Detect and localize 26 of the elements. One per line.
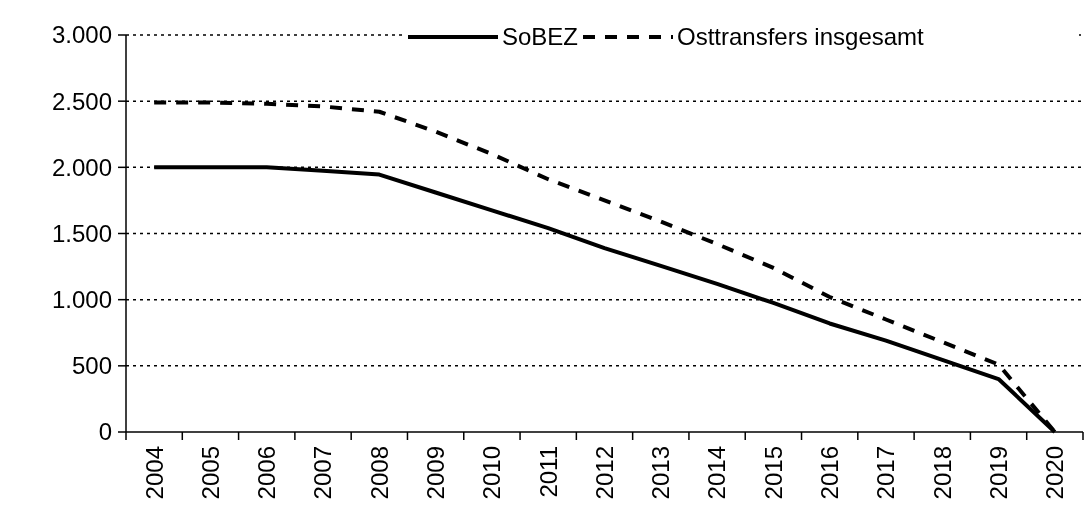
x-tick-label: 2005	[196, 446, 224, 500]
y-tick-label: 1.000	[51, 286, 112, 314]
y-tick-label: 500	[71, 352, 112, 380]
x-tick-label: 2016	[816, 446, 844, 500]
x-tick-label: 2012	[590, 446, 618, 500]
x-tick-label: 2020	[1041, 446, 1069, 500]
x-tick-label: 2010	[478, 446, 506, 500]
legend-label: Osttransfers insgesamt	[677, 23, 925, 51]
x-tick-label: 2017	[872, 446, 900, 500]
y-tick-label: 2.000	[51, 153, 112, 181]
x-tick-label: 2014	[703, 446, 731, 500]
x-tick-label: 2006	[253, 446, 281, 500]
x-tick-label: 2011	[534, 446, 562, 498]
x-tick-label: 2018	[928, 446, 956, 500]
x-tick-label: 2007	[309, 446, 337, 500]
y-tick-label: 1.500	[51, 219, 112, 247]
x-tick-label: 2019	[984, 446, 1012, 500]
x-tick-label: 2013	[647, 446, 675, 500]
x-tick-label: 2008	[365, 446, 393, 500]
legend-label: SoBEZ	[502, 23, 579, 51]
y-tick-label: 0	[98, 418, 112, 446]
y-tick-label: 3.000	[51, 21, 112, 49]
x-tick-label: 2009	[422, 446, 450, 500]
x-tick-label: 2004	[140, 446, 168, 500]
x-tick-label: 2015	[759, 446, 787, 500]
y-tick-label: 2.500	[51, 87, 112, 115]
